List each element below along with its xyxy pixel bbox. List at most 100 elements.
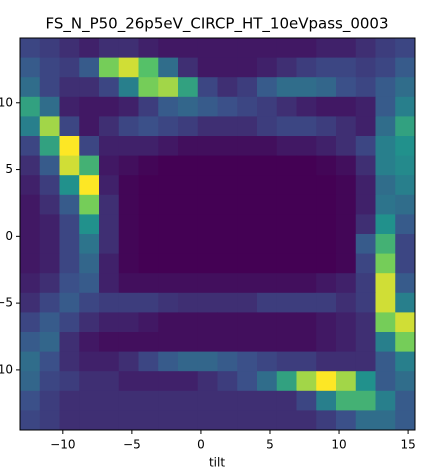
heatmap-cell	[99, 96, 120, 117]
heatmap-cell	[59, 77, 80, 98]
heatmap-cell	[158, 96, 179, 117]
heatmap-cell	[158, 332, 179, 352]
heatmap-cell	[375, 253, 396, 274]
plot-frame	[19, 37, 416, 431]
heatmap-cell	[217, 371, 238, 392]
heatmap-cell	[217, 116, 238, 137]
heatmap-cell	[395, 155, 416, 176]
heatmap-cell	[20, 77, 41, 98]
heatmap-cell	[20, 351, 41, 372]
heatmap-cell	[138, 116, 159, 137]
heatmap-cell	[217, 38, 238, 58]
heatmap-cell	[395, 57, 416, 78]
heatmap-cell	[296, 410, 317, 431]
heatmap-cell	[79, 292, 100, 313]
heatmap-cell	[375, 116, 396, 137]
heatmap-cell	[296, 155, 317, 176]
heatmap-cell	[79, 371, 100, 392]
heatmap-cell	[158, 253, 179, 274]
heatmap-cell	[138, 371, 159, 392]
heatmap-cell	[276, 253, 297, 274]
heatmap-cell	[375, 292, 396, 313]
heatmap-cell	[355, 292, 376, 313]
heatmap-cell	[138, 312, 159, 333]
heatmap-cell	[217, 96, 238, 117]
heatmap-cell	[59, 194, 80, 215]
heatmap-cell	[178, 371, 199, 392]
heatmap-cell	[316, 214, 337, 235]
heatmap-cell	[395, 371, 416, 392]
heatmap-cell	[158, 38, 179, 58]
heatmap-cell	[375, 96, 396, 117]
x-tick-label: 0	[197, 438, 205, 452]
heatmap-cell	[316, 77, 337, 98]
heatmap-cell	[217, 136, 238, 156]
heatmap-cell	[355, 273, 376, 294]
heatmap-cell	[59, 410, 80, 431]
heatmap-cell	[375, 38, 396, 58]
heatmap-cell	[276, 116, 297, 137]
heatmap-cell	[296, 38, 317, 58]
heatmap-cell	[138, 175, 159, 196]
heatmap-cell	[197, 116, 218, 137]
heatmap-cell	[375, 175, 396, 196]
heatmap-cell	[138, 214, 159, 235]
heatmap-cell	[118, 155, 139, 176]
heatmap-cell	[59, 351, 80, 372]
heatmap-cell	[217, 351, 238, 372]
heatmap-cell	[118, 96, 139, 117]
heatmap-cell	[39, 292, 60, 313]
heatmap-cell	[395, 175, 416, 196]
heatmap-cell	[257, 155, 278, 176]
heatmap-cell	[39, 273, 60, 294]
heatmap-cell	[197, 253, 218, 274]
heatmap-cell	[237, 214, 258, 235]
heatmap-cell	[395, 136, 416, 156]
heatmap-cell	[217, 253, 238, 274]
heatmap-cell	[197, 371, 218, 392]
heatmap-cell	[217, 214, 238, 235]
heatmap-cell	[296, 234, 317, 254]
heatmap-cell	[99, 234, 120, 254]
heatmap-cell	[59, 234, 80, 254]
heatmap-cell	[237, 312, 258, 333]
y-tick-label: 0	[5, 229, 13, 243]
heatmap-cell	[276, 292, 297, 313]
heatmap-cell	[296, 390, 317, 411]
heatmap-cell	[375, 332, 396, 352]
heatmap-cell	[257, 273, 278, 294]
heatmap-cell	[59, 312, 80, 333]
heatmap-cell	[59, 292, 80, 313]
heatmap-cell	[375, 194, 396, 215]
heatmap-cell	[158, 371, 179, 392]
heatmap-cell	[79, 390, 100, 411]
heatmap-cell	[59, 57, 80, 78]
heatmap-cell	[237, 371, 258, 392]
heatmap-cell	[336, 312, 357, 333]
heatmap-cell	[197, 77, 218, 98]
heatmap-cell	[99, 410, 120, 431]
heatmap-cell	[375, 155, 396, 176]
heatmap-cell	[276, 155, 297, 176]
heatmap-cell	[316, 390, 337, 411]
heatmap-cell	[158, 351, 179, 372]
heatmap-cell	[375, 390, 396, 411]
heatmap-cell	[20, 194, 41, 215]
heatmap-cell	[276, 175, 297, 196]
heatmap-cell	[395, 390, 416, 411]
heatmap-cell	[276, 214, 297, 235]
heatmap-cell	[20, 253, 41, 274]
heatmap-cell	[336, 390, 357, 411]
heatmap-cell	[118, 351, 139, 372]
heatmap-cell	[375, 234, 396, 254]
heatmap-cell	[276, 77, 297, 98]
heatmap-cell	[296, 273, 317, 294]
heatmap-cell	[296, 351, 317, 372]
heatmap-cell	[257, 253, 278, 274]
heatmap-cell	[316, 273, 337, 294]
heatmap-cell	[257, 116, 278, 137]
heatmap-cell	[355, 214, 376, 235]
heatmap-cell	[118, 57, 139, 78]
heatmap-cell	[118, 312, 139, 333]
heatmap-cell	[336, 96, 357, 117]
